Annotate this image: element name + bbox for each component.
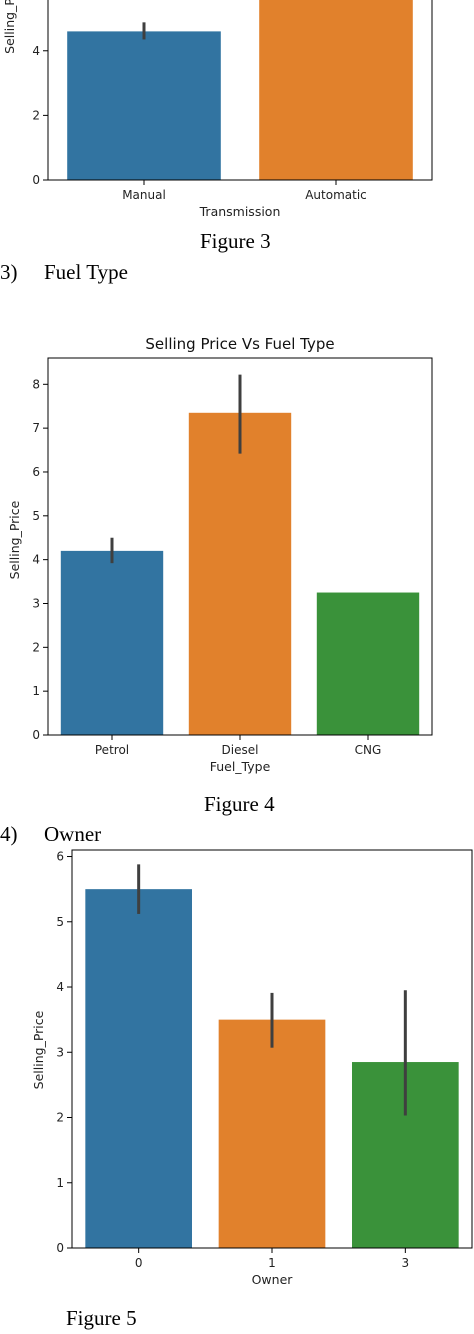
fuel-type-bar-chart: Selling Price Vs Fuel Type Petrol Diesel C…	[7, 335, 433, 774]
figure-3-caption: Figure 3	[200, 229, 271, 253]
y-tick-label: 1	[56, 1176, 64, 1190]
bar-automatic	[259, 0, 413, 180]
x-tick-label-manual: Manual	[122, 188, 166, 202]
y-tick-label: 0	[32, 173, 40, 187]
y-tick-label: 3	[56, 1045, 64, 1059]
bar-petrol	[60, 550, 164, 735]
section-4-heading: Owner	[44, 822, 102, 846]
y-axis-label: Selling_Price	[7, 500, 22, 579]
x-tick-label-1: 1	[268, 1256, 276, 1270]
chart-title: Selling Price Vs Fuel Type	[145, 335, 334, 353]
figure-5-caption: Figure 5	[66, 1306, 137, 1330]
bar-manual	[67, 31, 221, 181]
bar-diesel	[188, 412, 292, 735]
y-tick-label: 2	[56, 1111, 64, 1125]
y-tick-label: 0	[32, 728, 40, 742]
bar-1	[218, 1019, 326, 1248]
bar-0	[85, 889, 192, 1248]
y-tick-label: 2	[32, 640, 40, 654]
x-tick-label-automatic: Automatic	[305, 188, 367, 202]
owner-bar-chart: 0 1 3 0 1 2 3 4 5 6 Selling_Price Owner	[31, 849, 473, 1287]
x-tick-label-0: 0	[135, 1256, 143, 1270]
y-axis-label: Selling_Price	[31, 1010, 46, 1089]
x-axis-label: Transmission	[199, 204, 281, 219]
y-tick-label: 1	[32, 684, 40, 698]
y-tick-label: 5	[32, 509, 40, 523]
y-tick-label: 3	[32, 596, 40, 610]
bar-cng	[316, 592, 420, 735]
transmission-bar-chart: ManualAutomatic0246 Selling_P Transmissi…	[2, 0, 433, 219]
y-axis-label: Selling_P	[2, 0, 17, 54]
y-tick-label: 5	[56, 915, 64, 929]
x-tick-label-3: 3	[402, 1256, 410, 1270]
y-tick-label: 0	[56, 1241, 64, 1255]
figure-4-caption: Figure 4	[204, 792, 275, 816]
section-4-number: 4)	[0, 822, 18, 846]
x-tick-label-petrol: Petrol	[95, 743, 129, 757]
x-tick-label-diesel: Diesel	[222, 743, 259, 757]
y-tick-label: 4	[32, 553, 40, 567]
y-tick-label: 6	[56, 850, 64, 864]
y-tick-label: 7	[32, 421, 40, 435]
y-tick-label: 8	[32, 377, 40, 391]
x-tick-label-cng: CNG	[355, 743, 382, 757]
plot-frame	[47, 0, 433, 181]
section-3-heading: Fuel Type	[44, 260, 128, 284]
y-tick-label: 6	[32, 465, 40, 479]
y-tick-label: 4	[32, 44, 40, 58]
x-axis-label: Fuel_Type	[210, 759, 271, 774]
x-axis-label: Owner	[252, 1272, 294, 1287]
y-tick-label: 4	[56, 980, 64, 994]
section-3-number: 3)	[0, 260, 18, 284]
y-tick-label: 2	[32, 108, 40, 122]
